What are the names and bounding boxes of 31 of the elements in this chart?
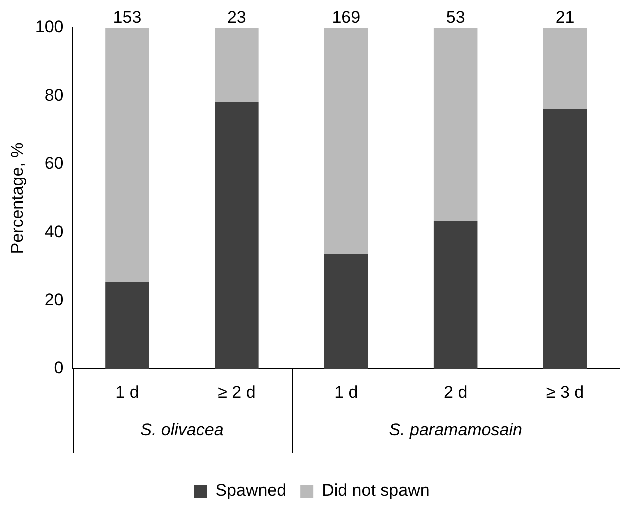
annotation: 153 (113, 8, 142, 28)
bar (324, 28, 368, 254)
x-tick-label: ≥ 2 d (218, 382, 256, 402)
annotation: 23 (227, 8, 246, 28)
y-axis-title: Percentage, % (8, 142, 27, 254)
y-tick-label: 100 (35, 18, 64, 37)
y-tick-label: 40 (44, 222, 64, 242)
y-tick-label: 0 (54, 358, 64, 378)
bar (543, 109, 588, 369)
bar (106, 282, 150, 369)
y-tick-label: 80 (44, 86, 64, 105)
annotation: 21 (556, 8, 575, 28)
bar (106, 28, 150, 282)
bar (215, 28, 259, 102)
y-tick-label: 60 (44, 154, 64, 174)
legend-label: Spawned (216, 481, 287, 500)
bar (543, 28, 588, 110)
text: S. paramamosain (389, 420, 522, 440)
x-tick-label: 2 d (444, 382, 468, 402)
x-tick-label: 1 d (334, 382, 358, 402)
annotation: 53 (446, 8, 466, 28)
bar (324, 254, 368, 369)
legend-label: Did not spawn (322, 481, 430, 500)
bar (434, 28, 478, 222)
y-tick-label: 20 (44, 290, 64, 310)
bar (434, 221, 478, 369)
x-tick-label: ≥ 3 d (546, 382, 584, 402)
bar (215, 102, 259, 369)
text: S. olivacea (140, 420, 224, 440)
x-tick-label: 1 d (116, 382, 140, 402)
annotation: 169 (332, 8, 361, 28)
